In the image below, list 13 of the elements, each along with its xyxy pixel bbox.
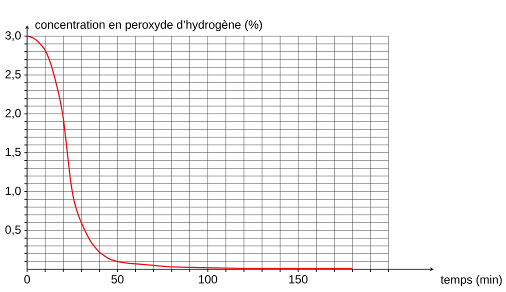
y-tick-label: 1,5: [6, 148, 21, 158]
y-tick-label: 0,5: [5, 226, 21, 236]
line-series: [26, 36, 354, 270]
y-tick-label: 2,0: [5, 109, 21, 119]
x-tick-label: 0: [24, 275, 30, 284]
x-axis-title: temps (min): [440, 275, 502, 286]
y-tick-label: 3,0: [5, 31, 21, 42]
y-axis-title: concentration en peroxyde d’hydrogène (%): [35, 20, 262, 32]
y-tick-label: 2,5: [5, 70, 21, 80]
x-tick-label: 100: [198, 275, 218, 284]
x-tick-label: 50: [111, 275, 124, 284]
y-tick-label: 1,0: [6, 186, 21, 196]
x-tick-label: 150: [289, 275, 308, 284]
